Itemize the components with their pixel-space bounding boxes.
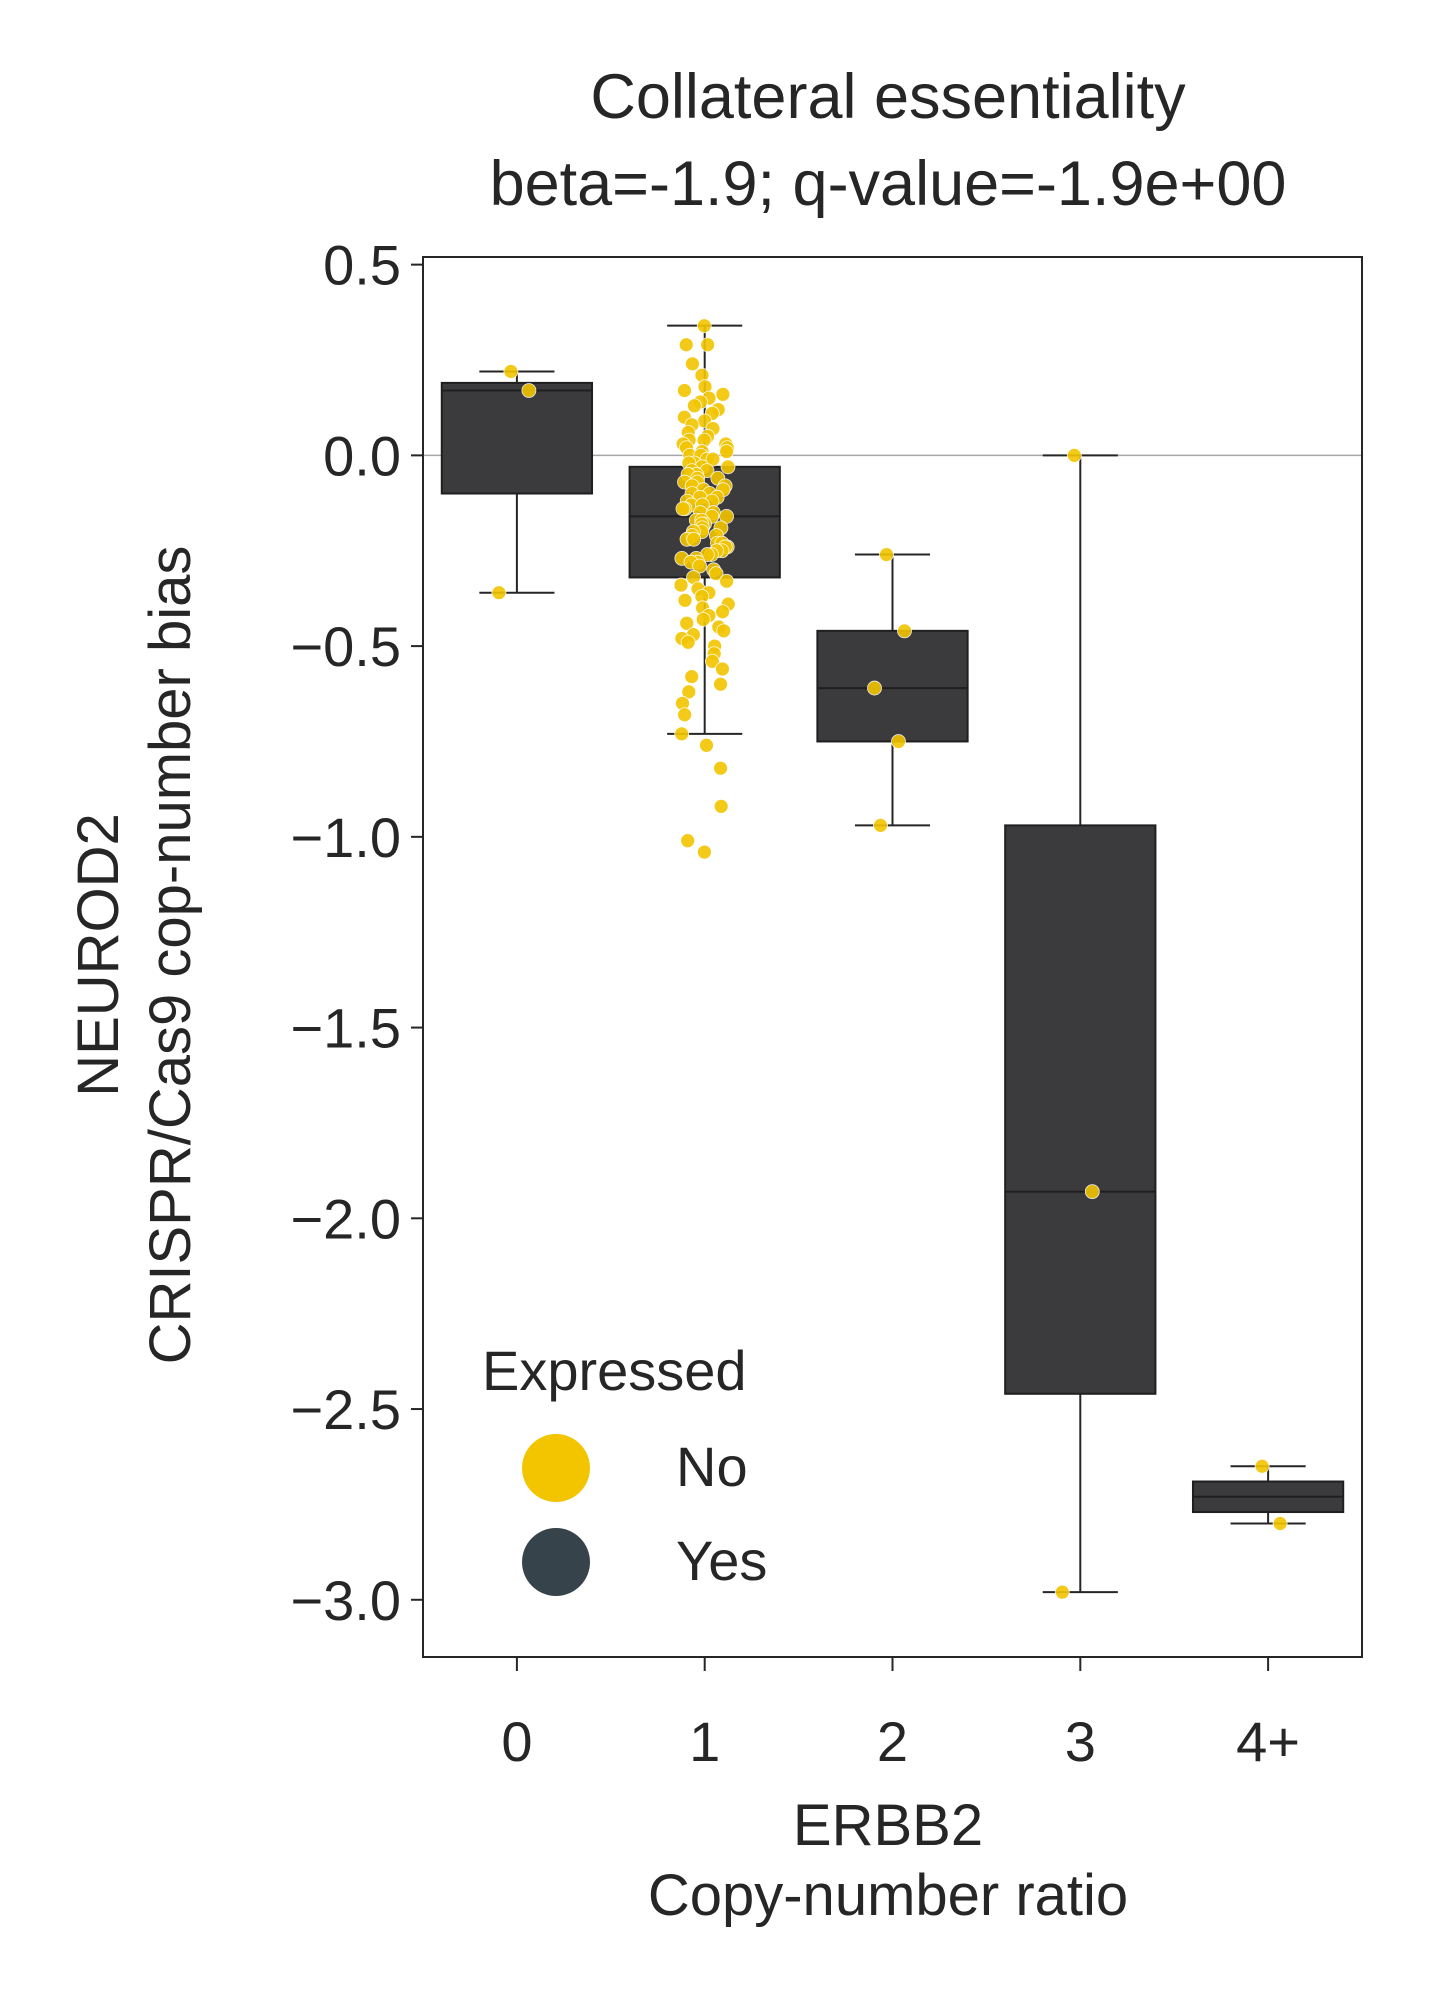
data-point xyxy=(695,611,711,627)
data-point xyxy=(696,318,712,334)
chart-title: Collateral essentiality xyxy=(590,62,1186,132)
data-point xyxy=(713,760,728,776)
data-point xyxy=(891,734,906,749)
data-point xyxy=(715,661,730,677)
data-point xyxy=(715,386,731,402)
data-point xyxy=(679,615,695,631)
box-2 xyxy=(816,629,969,743)
y-tick-label: −1.5 xyxy=(290,997,401,1060)
y-tick-label: −0.5 xyxy=(290,615,401,678)
y-tick-label: −3.0 xyxy=(290,1569,401,1632)
data-point xyxy=(680,833,696,849)
y-axis-label-line1: NEUROD2 xyxy=(66,813,131,1097)
data-point xyxy=(1254,1458,1270,1474)
legend: Expressed No Yes xyxy=(482,1339,767,1596)
y-tick-label: 0.0 xyxy=(323,424,401,487)
data-point xyxy=(491,585,507,601)
data-point xyxy=(879,547,894,562)
data-point xyxy=(719,573,735,589)
x-axis-label-line2: Copy-number ratio xyxy=(648,1863,1128,1928)
data-point xyxy=(692,558,707,574)
chart-subtitle: beta=-1.9; q-value=-1.9e+00 xyxy=(490,149,1287,219)
data-point xyxy=(686,531,702,547)
data-point xyxy=(1272,1516,1288,1531)
data-point xyxy=(705,451,721,467)
data-point xyxy=(677,383,692,398)
plot-area: 0.5 0.0 −0.5 −1.0 −1.5 −2.0 −2.5 −3.0 0 1 2 3 4+ xyxy=(290,234,1363,1773)
data-point xyxy=(720,459,736,475)
y-tick-label: 0.5 xyxy=(323,234,401,297)
data-point xyxy=(713,798,729,814)
y-tick-label: −2.5 xyxy=(290,1378,401,1441)
data-point xyxy=(1054,1584,1070,1600)
x-axis-label-line1: ERBB2 xyxy=(793,1793,983,1858)
data-point xyxy=(716,623,732,639)
legend-title: Expressed xyxy=(482,1339,747,1402)
data-point xyxy=(873,817,888,833)
data-point xyxy=(521,383,537,398)
data-point xyxy=(680,634,696,650)
x-tick-label: 0 xyxy=(501,1710,532,1773)
y-tick-label: −2.0 xyxy=(290,1187,401,1250)
data-point xyxy=(674,726,690,742)
data-point xyxy=(675,501,691,517)
data-point xyxy=(697,844,712,860)
y-tick-label: −1.0 xyxy=(290,806,401,869)
legend-marker-no xyxy=(522,1434,590,1502)
data-point xyxy=(678,337,694,353)
data-point xyxy=(686,398,702,414)
x-tick-label: 2 xyxy=(877,1710,908,1773)
data-point xyxy=(677,707,693,723)
data-point xyxy=(713,676,728,692)
data-point xyxy=(677,592,693,608)
data-point xyxy=(685,356,700,372)
x-tick-label: 1 xyxy=(689,1710,720,1773)
data-point xyxy=(704,653,720,669)
data-point xyxy=(719,444,734,459)
data-point xyxy=(673,577,689,593)
data-point xyxy=(681,684,697,700)
data-point xyxy=(684,669,700,685)
data-point xyxy=(867,680,882,696)
data-point xyxy=(503,364,519,379)
data-point xyxy=(897,623,912,639)
x-tick-label: 4+ xyxy=(1236,1710,1300,1773)
box-3 xyxy=(1004,824,1157,1395)
y-axis-label-line2: CRISPR/Cas9 cop-number bias xyxy=(138,546,203,1365)
legend-label-yes: Yes xyxy=(676,1529,767,1592)
data-point xyxy=(708,566,724,582)
x-tick-label: 3 xyxy=(1065,1710,1096,1773)
data-point xyxy=(1066,447,1082,463)
legend-marker-yes xyxy=(522,1528,590,1596)
data-point xyxy=(699,737,714,753)
data-point xyxy=(700,337,716,353)
data-point xyxy=(715,604,730,620)
data-point xyxy=(1084,1184,1100,1200)
legend-label-no: No xyxy=(676,1435,748,1498)
box-0 xyxy=(440,381,594,495)
